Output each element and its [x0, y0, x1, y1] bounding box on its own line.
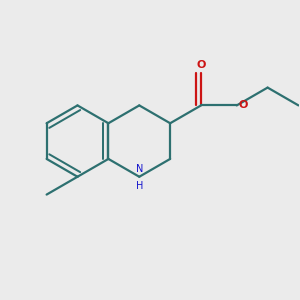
Text: H: H [136, 181, 143, 191]
Text: O: O [196, 60, 206, 70]
Text: O: O [238, 100, 248, 110]
Text: N: N [136, 164, 143, 174]
